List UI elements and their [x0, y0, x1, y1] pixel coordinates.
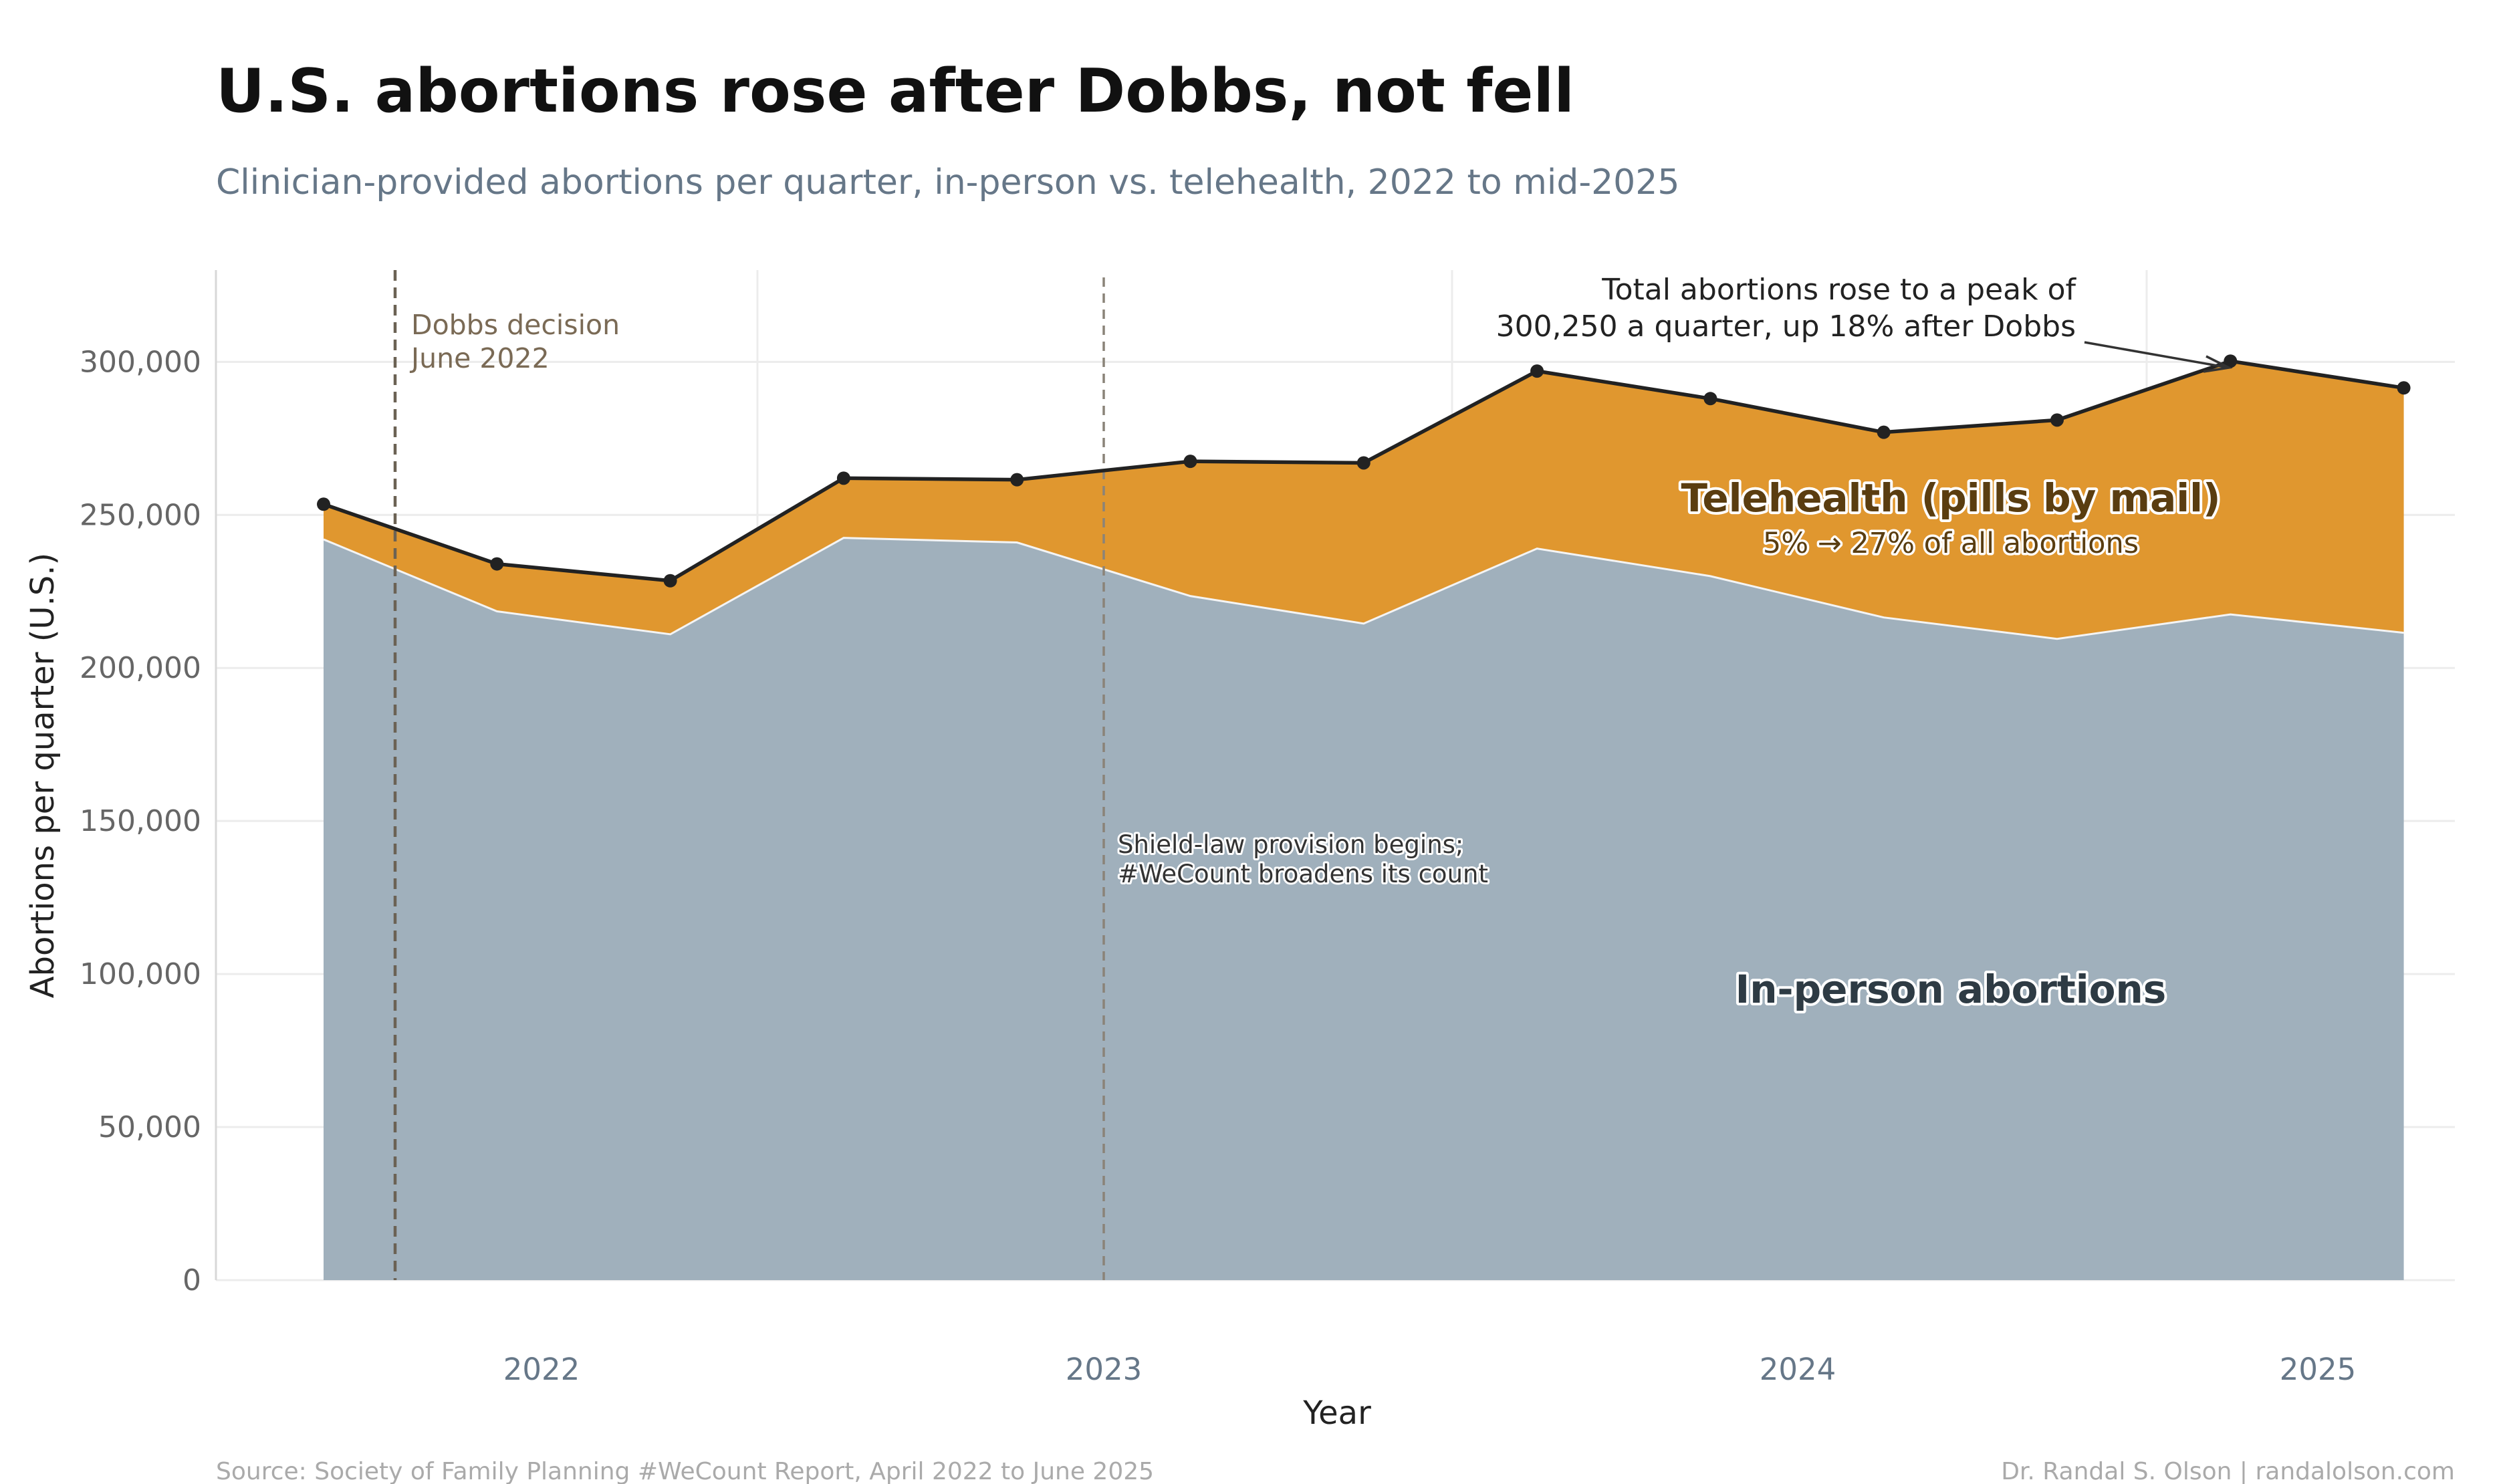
total-point	[1877, 425, 1891, 439]
peak-annotation-arrowhead	[2203, 355, 2233, 373]
dobbs-annotation-line1: Dobbs decision	[411, 309, 620, 341]
credit-note: Dr. Randal S. Olson | randalolson.com	[2001, 1458, 2455, 1484]
x-tick-label: 2022	[503, 1352, 580, 1387]
total-point	[1010, 473, 1024, 487]
peak-annotation-line2: 300,250 a quarter, up 18% after Dobbs	[1496, 310, 2076, 344]
y-tick-label: 0	[183, 1263, 201, 1297]
y-tick-label: 100,000	[80, 957, 201, 991]
y-tick-label: 300,000	[80, 345, 201, 379]
peak-annotation-line1: Total abortions rose to a peak of	[1601, 273, 2076, 307]
total-point	[490, 557, 504, 571]
plot-areas	[323, 361, 2404, 1280]
x-tick-label: 2023	[1066, 1352, 1143, 1387]
source-note: Source: Society of Family Planning #WeCo…	[216, 1458, 1154, 1484]
x-axis-label: Year	[1302, 1394, 1371, 1432]
x-tick-label: 2025	[2280, 1352, 2357, 1387]
total-point	[1183, 455, 1197, 469]
chart-subtitle: Clinician-provided abortions per quarter…	[216, 162, 1679, 203]
dobbs-annotation-line2: June 2022	[409, 342, 550, 374]
area-boundary-line	[323, 537, 2404, 640]
total-point	[836, 471, 850, 485]
x-tick-label: 2024	[1760, 1352, 1836, 1387]
axis-ticks: 0 50,000 100,000 150,000 200,000 250,000 300,0…	[80, 345, 2356, 1387]
y-tick-label: 50,000	[98, 1110, 201, 1144]
y-tick-label: 250,000	[80, 498, 201, 532]
peak-annotation-arrow	[2084, 341, 2226, 368]
chart-title: U.S. abortions rose after Dobbs, not fel…	[216, 56, 1574, 126]
in-person-area	[324, 537, 2404, 1280]
shield-annotation-line2: #WeCount broadens its count	[1118, 860, 1488, 888]
telehealth-area	[324, 361, 2404, 639]
total-point	[2224, 354, 2238, 368]
y-tick-label: 200,000	[80, 651, 201, 685]
y-axis-label: Abortions per quarter (U.S.)	[24, 553, 62, 999]
total-point	[2397, 381, 2411, 395]
total-point	[1530, 364, 1544, 378]
total-point	[2050, 413, 2064, 427]
shield-annotation-line1: Shield-law provision begins;	[1118, 830, 1463, 859]
total-line-group	[317, 354, 2411, 588]
total-point	[1703, 392, 1717, 406]
telehealth-share-label: 5% → 27% of all abortions	[1763, 527, 2139, 560]
y-tick-label: 150,000	[80, 804, 201, 838]
total-point	[317, 497, 330, 511]
reference-lines	[393, 270, 1105, 1280]
telehealth-area-label: Telehealth (pills by mail)	[1681, 475, 2220, 521]
total-point	[663, 574, 677, 588]
total-point	[1356, 456, 1370, 470]
in-person-area-label: In-person abortions	[1736, 967, 2167, 1012]
